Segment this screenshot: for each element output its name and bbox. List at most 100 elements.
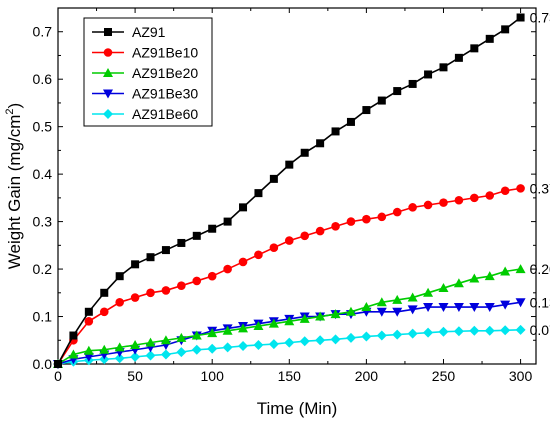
x-tick-label: 150 xyxy=(278,368,302,384)
end-value-label-az91: 0.73 xyxy=(530,9,550,25)
data-point-az91be20 xyxy=(423,287,434,297)
data-point-az91be20 xyxy=(238,323,249,333)
data-point-az91be20 xyxy=(176,332,187,342)
data-point-az91be10 xyxy=(207,271,217,281)
data-point-az91be10 xyxy=(454,195,464,205)
data-point-az91be60 xyxy=(191,344,202,355)
data-point-az91be30 xyxy=(438,303,449,313)
data-point-az91 xyxy=(393,87,402,96)
data-point-az91 xyxy=(254,189,263,198)
end-value-label-az91be20: 0.20 xyxy=(530,261,550,277)
data-point-az91be20 xyxy=(207,328,218,338)
x-axis-title: Time (Min) xyxy=(257,399,338,418)
data-point-az91be20 xyxy=(484,271,495,281)
y-axis-title-main: Weight Gain (mg/cm xyxy=(5,115,24,270)
data-point-az91be10 xyxy=(269,243,279,253)
data-point-az91be10 xyxy=(238,257,248,267)
data-point-az91 xyxy=(424,70,433,79)
data-point-az91be10 xyxy=(284,236,294,245)
data-point-az91be60 xyxy=(345,332,356,343)
data-point-az91 xyxy=(346,117,355,126)
legend-label-az91: AZ91 xyxy=(132,24,166,40)
data-point-az91be10 xyxy=(177,281,186,290)
data-point-az91be10 xyxy=(485,191,495,200)
data-point-az91 xyxy=(223,217,232,226)
data-point-az91be20 xyxy=(315,311,326,321)
y-tick-label: 0.2 xyxy=(33,261,53,277)
data-point-az91be10 xyxy=(500,186,510,196)
y-tick-label: 0.0 xyxy=(33,356,53,372)
data-point-az91 xyxy=(300,148,309,157)
data-point-az91be10 xyxy=(315,226,325,236)
y-tick-label: 0.3 xyxy=(33,214,53,230)
data-point-az91 xyxy=(316,139,325,148)
data-point-az91be60 xyxy=(238,340,249,351)
x-tick-label: 200 xyxy=(355,368,379,384)
data-point-az91be60 xyxy=(284,337,295,348)
data-point-az91 xyxy=(501,25,510,34)
legend-marker-az91 xyxy=(104,28,112,36)
y-tick-label: 0.5 xyxy=(33,119,53,135)
data-point-az91 xyxy=(516,13,525,22)
data-point-az91be20 xyxy=(145,337,156,347)
data-point-az91be60 xyxy=(376,330,387,341)
data-point-az91 xyxy=(146,253,155,262)
data-point-az91be60 xyxy=(207,343,218,354)
data-point-az91be10 xyxy=(223,264,232,274)
data-point-az91be20 xyxy=(469,273,480,283)
data-point-az91be10 xyxy=(115,297,124,307)
data-point-az91be60 xyxy=(268,339,279,350)
data-point-az91 xyxy=(69,331,78,340)
data-point-az91be60 xyxy=(438,326,449,337)
data-point-az91be60 xyxy=(361,331,372,342)
data-point-az91 xyxy=(377,96,386,105)
data-point-az91be10 xyxy=(161,286,171,295)
legend-marker-az91be30 xyxy=(103,89,113,99)
data-point-az91 xyxy=(115,272,124,281)
data-point-az91be30 xyxy=(423,303,434,313)
data-point-az91be60 xyxy=(315,335,326,346)
data-point-az91 xyxy=(331,127,340,136)
plot-frame xyxy=(57,7,537,365)
data-point-az91be60 xyxy=(160,349,171,360)
data-point-az91be60 xyxy=(253,340,264,351)
y-tick-label: 0.1 xyxy=(33,309,53,325)
end-value-label-az91be60: 0.07 xyxy=(530,322,550,338)
legend-label-az91be30: AZ91Be30 xyxy=(132,86,198,102)
y-tick-label: 0.4 xyxy=(33,166,53,182)
data-point-az91be20 xyxy=(392,294,403,304)
data-point-az91 xyxy=(362,106,371,115)
data-point-az91be30 xyxy=(515,298,526,308)
data-point-az91 xyxy=(454,53,463,62)
data-point-az91be10 xyxy=(300,231,310,241)
data-point-az91be60 xyxy=(299,336,310,347)
data-point-az91be20 xyxy=(83,345,94,355)
data-point-az91 xyxy=(285,160,294,169)
y-axis-title-tail: ) xyxy=(5,103,24,109)
data-point-az91be30 xyxy=(484,303,495,313)
data-point-az91be10 xyxy=(99,307,109,317)
data-point-az91be60 xyxy=(453,326,464,337)
data-point-az91be20 xyxy=(160,335,171,345)
data-point-az91be20 xyxy=(330,309,341,319)
data-point-az91be20 xyxy=(284,316,295,326)
data-point-az91be20 xyxy=(99,344,110,354)
data-point-az91be60 xyxy=(423,327,434,338)
data-point-az91be20 xyxy=(407,292,418,302)
data-point-az91be20 xyxy=(222,325,233,335)
data-point-az91be10 xyxy=(192,276,202,286)
data-point-az91be20 xyxy=(299,313,310,323)
data-point-az91 xyxy=(192,231,201,240)
legend-label-az91be60: AZ91Be60 xyxy=(132,106,198,122)
data-point-az91be20 xyxy=(345,306,356,316)
data-point-az91be20 xyxy=(191,330,202,340)
x-tick-label: 250 xyxy=(432,368,456,384)
data-point-az91be10 xyxy=(362,214,371,224)
data-point-az91be30 xyxy=(500,300,511,310)
data-point-az91be10 xyxy=(439,198,448,207)
data-point-az91be20 xyxy=(453,278,464,288)
x-tick-label: 50 xyxy=(127,368,143,384)
data-point-az91be10 xyxy=(408,203,417,212)
